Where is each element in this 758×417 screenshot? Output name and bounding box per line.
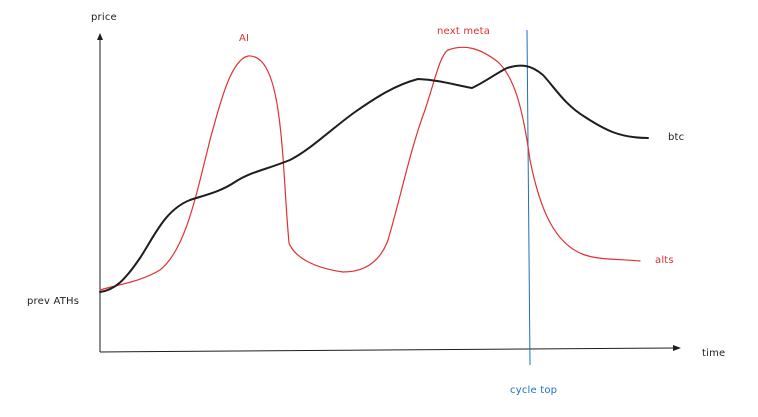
- prev-aths-label: prev ATHs: [27, 296, 80, 307]
- alts-series-label: alts: [655, 255, 674, 266]
- x-axis-arrow-icon: [673, 345, 681, 351]
- x-axis-label: time: [702, 348, 726, 359]
- next-meta-label: next meta: [437, 26, 491, 37]
- cycle-top-line: [526, 29, 531, 366]
- y-axis-label: price: [91, 12, 117, 23]
- y-axis-arrow-icon: [97, 33, 103, 40]
- ai-peak-label: AI: [239, 33, 250, 44]
- cycle-top-label: cycle top: [510, 385, 558, 396]
- series-btc-line: [99, 64, 649, 293]
- series-alts-line: [99, 46, 641, 291]
- x-axis: [99, 347, 676, 353]
- btc-series-label: btc: [668, 132, 685, 143]
